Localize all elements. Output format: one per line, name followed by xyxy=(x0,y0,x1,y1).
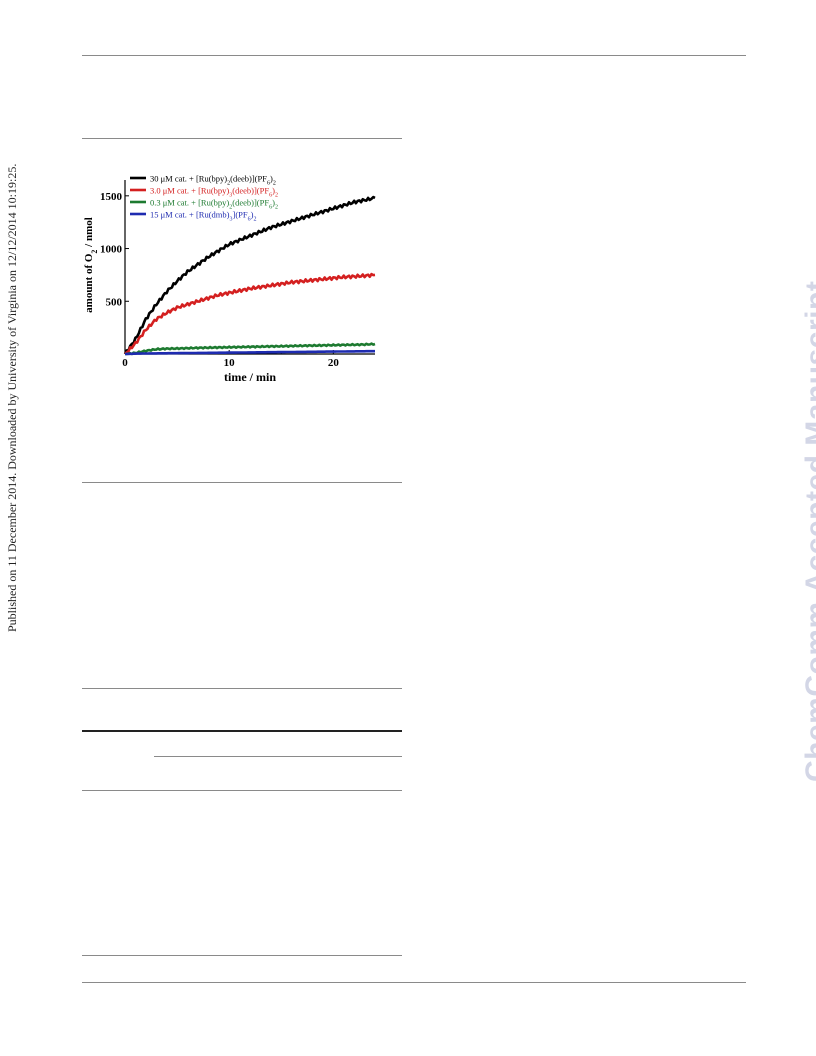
footer-rule xyxy=(82,982,746,983)
section-rule xyxy=(82,688,402,689)
chart-legend: 30 μM cat. + [Ru(bpy)2(deeb)](PF6)23.0 μ… xyxy=(130,174,278,223)
legend-label-1: 3.0 μM cat. + [Ru(bpy)3(deeb)](PF6)2 xyxy=(150,186,278,199)
y-axis-label: amount of O2 / nmol xyxy=(83,217,99,313)
legend-label-3: 15 μM cat. + [Ru(dmb)3](PF6)2 xyxy=(150,210,256,223)
series-line-2 xyxy=(125,342,376,356)
chart-series-layer xyxy=(123,195,376,356)
chart-canvas: 30 μM cat. + [Ru(bpy)2(deeb)](PF6)23.0 μ… xyxy=(83,174,376,384)
footnote-rule xyxy=(82,955,402,956)
x-axis-label: time / min xyxy=(224,370,276,384)
x-tick-label: 20 xyxy=(328,357,340,369)
y-tick-label: 1500 xyxy=(100,191,123,203)
chart-axes: 0 10 20 500 1000 1500 xyxy=(100,180,375,369)
series-line-0 xyxy=(123,195,376,355)
series-line-3 xyxy=(124,349,375,356)
figure-bottom-rule xyxy=(82,482,402,483)
y-tick-label: 500 xyxy=(106,296,123,308)
publication-info-text: Published on 11 December 2014. Downloade… xyxy=(5,163,19,632)
oxygen-evolution-chart: 30 μM cat. + [Ru(bpy)2(deeb)](PF6)2 3.0 μ… xyxy=(82,160,382,390)
table-bottom-rule xyxy=(82,790,402,791)
legend-label-0: 30 μM cat. + [Ru(bpy)2(deeb)](PF6)2 xyxy=(150,174,276,187)
header-rule xyxy=(82,55,746,56)
y-tick-label: 1000 xyxy=(100,244,123,256)
accepted-manuscript-watermark: ChemComm Accepted Manuscript xyxy=(800,280,816,782)
x-tick-label: 10 xyxy=(224,357,236,369)
table-subheader-rule xyxy=(154,756,402,757)
x-tick-label: 0 xyxy=(122,357,128,369)
series-line-1 xyxy=(124,272,376,355)
table-top-rule xyxy=(82,730,402,732)
figure-top-rule xyxy=(82,138,402,139)
legend-label-2: 0.3 μM cat. + [Ru(bpy)2(deeb)](PF6)2 xyxy=(150,198,278,211)
